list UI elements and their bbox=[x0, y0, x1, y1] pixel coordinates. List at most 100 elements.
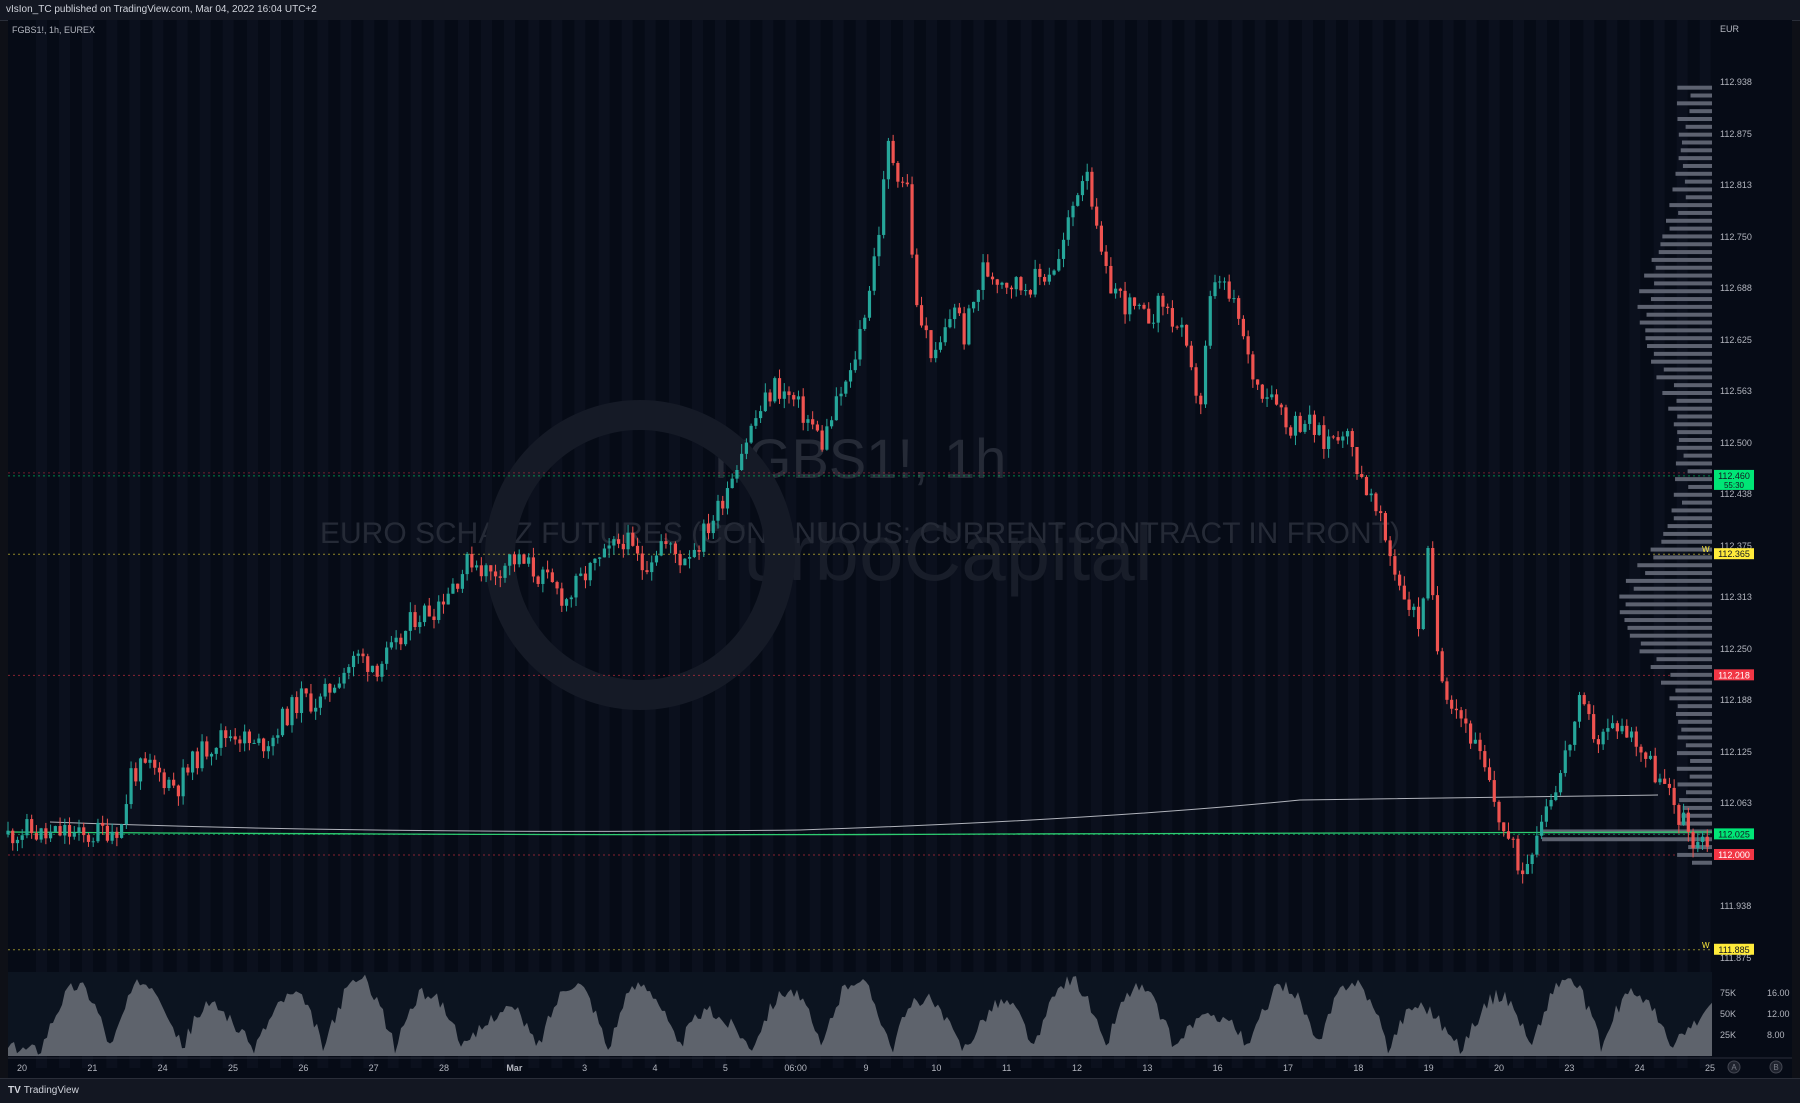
time-label: 12 bbox=[1072, 1063, 1082, 1073]
time-label: 4 bbox=[652, 1063, 657, 1073]
price-tick: 112.375 bbox=[1720, 541, 1752, 551]
volume-profile-bar bbox=[1625, 602, 1712, 607]
price-tick: 112.313 bbox=[1720, 592, 1752, 602]
volume-profile-bar bbox=[1672, 187, 1712, 192]
candle-body bbox=[205, 741, 209, 757]
candle-body bbox=[844, 381, 848, 394]
candle-body bbox=[943, 327, 947, 343]
candle-body bbox=[527, 557, 531, 564]
indicator-tick: 12.00 bbox=[1767, 1009, 1790, 1019]
session-stripe bbox=[106, 20, 118, 1068]
volume-profile-bar bbox=[1667, 524, 1712, 529]
volume-profile-bar bbox=[1619, 610, 1712, 615]
time-scale-button[interactable] bbox=[1727, 1060, 1741, 1074]
time-label: 28 bbox=[439, 1063, 449, 1073]
candle-body bbox=[451, 583, 455, 594]
volume-profile-bar bbox=[1677, 414, 1712, 419]
session-stripe bbox=[644, 20, 656, 1068]
candle-body bbox=[200, 741, 204, 769]
candle-body bbox=[763, 392, 767, 412]
session-stripe bbox=[1161, 20, 1173, 1068]
candle-body bbox=[172, 779, 176, 786]
symbol-legend[interactable]: FGBS1!, 1h, EUREX bbox=[12, 25, 96, 35]
candle-body bbox=[830, 420, 834, 427]
volume-profile-bar bbox=[1677, 735, 1712, 740]
candle-body bbox=[1303, 423, 1307, 432]
candle-body bbox=[1398, 574, 1402, 586]
price-level-label-bg bbox=[1714, 548, 1754, 560]
candle-body bbox=[299, 688, 304, 713]
vwap-line bbox=[49, 794, 1659, 832]
candle-body bbox=[1440, 651, 1444, 682]
candle-body bbox=[389, 642, 393, 648]
candle-body bbox=[564, 599, 569, 606]
candle-body bbox=[394, 637, 398, 643]
candle-body bbox=[1677, 805, 1681, 825]
time-label: 24 bbox=[1635, 1063, 1645, 1073]
candle-body bbox=[867, 290, 872, 318]
candle-body bbox=[957, 307, 961, 314]
candle-body bbox=[995, 279, 999, 285]
candle-body bbox=[86, 835, 91, 842]
session-stripe bbox=[1231, 20, 1243, 1068]
candle-body bbox=[972, 301, 976, 309]
candle-body bbox=[181, 767, 185, 797]
session-stripe bbox=[692, 20, 703, 1068]
candle-body bbox=[1156, 295, 1160, 323]
tradingview-logo[interactable]: TV TradingView bbox=[8, 1085, 79, 1096]
volume-profile-bar bbox=[1683, 453, 1712, 458]
candle-body bbox=[1142, 304, 1146, 309]
volume-profile-bar bbox=[1676, 445, 1712, 450]
candle-body bbox=[1682, 812, 1686, 825]
currency-label[interactable]: EUR bbox=[1720, 24, 1740, 34]
candle-body bbox=[1317, 425, 1321, 435]
time-label: 21 bbox=[87, 1063, 97, 1073]
candle-body bbox=[645, 570, 649, 573]
candle-body bbox=[621, 543, 625, 550]
candle-body bbox=[1525, 863, 1529, 875]
candle-body bbox=[228, 736, 233, 739]
time-scale-button[interactable] bbox=[1769, 1060, 1783, 1074]
volume-profile-bar bbox=[1676, 751, 1712, 756]
session-stripe bbox=[1091, 20, 1102, 1068]
volume-tick: 50K bbox=[1720, 1009, 1736, 1019]
candle-body bbox=[697, 549, 701, 552]
candle-body bbox=[1076, 195, 1080, 206]
volume-profile-bar bbox=[1686, 790, 1712, 795]
volume-profile-bar bbox=[1687, 469, 1712, 474]
volume-profile-bar bbox=[1676, 398, 1712, 403]
candle-body bbox=[929, 330, 933, 359]
price-level-label-bg bbox=[1714, 828, 1754, 840]
candle-body bbox=[1189, 345, 1193, 368]
candle-body bbox=[304, 688, 308, 694]
candle-body bbox=[1492, 780, 1496, 802]
volume-profile-bar bbox=[1684, 179, 1712, 184]
candle-body bbox=[1592, 714, 1596, 740]
candle-body bbox=[1327, 436, 1331, 449]
candle-body bbox=[120, 824, 124, 838]
candle-body bbox=[1265, 397, 1269, 399]
candle-body bbox=[990, 276, 995, 280]
candle-body bbox=[1615, 723, 1619, 732]
candle-body bbox=[1218, 281, 1222, 283]
session-stripe bbox=[1395, 20, 1407, 1068]
candle-body bbox=[1345, 431, 1350, 437]
volume-profile-bar bbox=[1673, 422, 1712, 427]
session-stripe bbox=[36, 20, 47, 1068]
candle-body bbox=[744, 442, 748, 454]
candle-body bbox=[792, 395, 796, 400]
candle-body bbox=[569, 597, 573, 600]
candle-body bbox=[721, 500, 725, 509]
price-tick: 112.125 bbox=[1720, 747, 1752, 757]
candle-body bbox=[934, 349, 938, 359]
candle-body bbox=[1563, 750, 1567, 774]
candle-body bbox=[385, 647, 389, 664]
volume-profile-bar bbox=[1677, 85, 1712, 90]
candle-body bbox=[801, 396, 805, 423]
volume-profile-bar bbox=[1675, 477, 1712, 482]
candle-body bbox=[1601, 731, 1605, 745]
volume-profile-bar bbox=[1681, 140, 1712, 145]
candle-body bbox=[1388, 540, 1392, 557]
candle-body bbox=[858, 328, 862, 360]
